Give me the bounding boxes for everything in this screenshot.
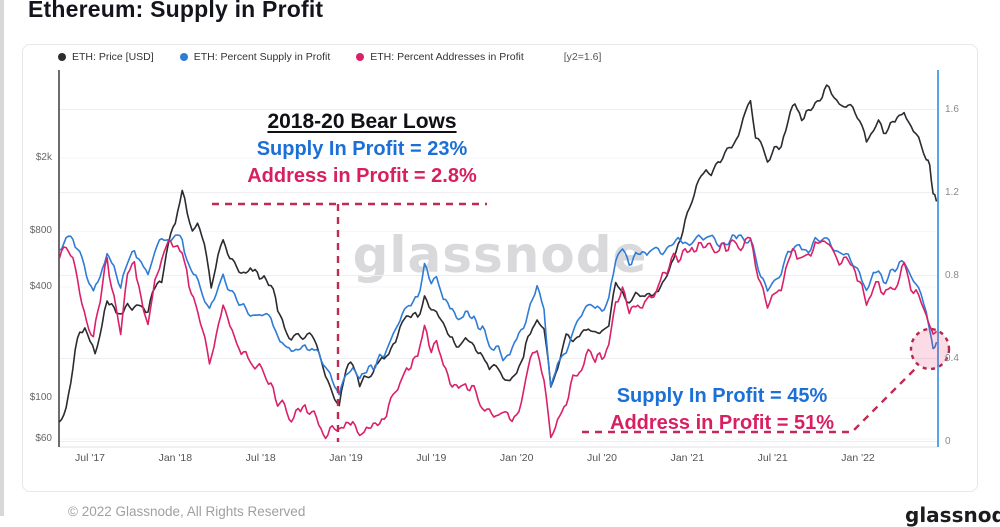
annotation-bear-lows-supply: Supply In Profit = 23% [256,138,468,160]
x-tick-3: Jan '19 [329,452,363,464]
x-tick-1: Jan '18 [158,452,193,464]
legend-dot [179,53,188,61]
annotation-bear-lows: 2018-20 Bear Lows Supply In Profit = 23%… [228,108,496,190]
legend-item-2[interactable]: ETH: Percent Addresses in Profit [356,51,524,63]
x-tick-9: Jan '22 [841,452,875,464]
legend-y2-note: [y2=1.6] [563,51,602,63]
glassnode-logo: glassnode [905,503,1000,527]
x-tick-6: Jul '20 [586,452,618,464]
page-title: Ethereum: Supply in Profit [28,0,324,22]
x-tick-8: Jul '21 [757,452,788,464]
copyright-text: © 2022 Glassnode, All Rights Reserved [68,504,306,519]
legend-dot [58,53,66,61]
left-edge-strip [0,0,4,516]
y-left-tick-$100: $100 [29,392,52,404]
y-right-tick-1.6: 1.6 [945,103,959,115]
x-tick-2: Jul '18 [245,452,276,464]
y-right-tick-0.4: 0.4 [945,352,959,364]
y-left-tick-$400: $400 [29,280,52,292]
chart-legend: ETH: Price [USD] ETH: Percent Supply in P… [58,51,601,63]
glassnode-watermark: glassnode [352,226,648,284]
annotation-current-address: Address in Profit = 51% [610,412,834,434]
annotation-bear-lows-address: Address in Profit = 2.8% [247,165,477,187]
annotation-bear-lows-title: 2018-20 Bear Lows [267,110,457,133]
legend-label: ETH: Percent Supply in Profit [193,51,331,63]
x-tick-4: Jul '19 [416,452,447,464]
y-right-tick-1.2: 1.2 [945,186,959,198]
chart-plot[interactable] [0,0,1000,516]
y-right-tick-0.8: 0.8 [945,269,959,281]
legend-label: ETH: Price [USD] [72,51,154,63]
legend-dot [356,53,365,61]
x-tick-5: Jan '20 [499,452,534,464]
y-right-tick-0: 0 [945,435,951,447]
legend-label: ETH: Percent Addresses in Profit [370,51,524,63]
y-left-tick-$2k: $2k [35,152,52,164]
x-tick-0: Jul '17 [74,452,106,464]
x-tick-7: Jan '21 [670,452,705,464]
annotation-current: Supply In Profit = 45% Address in Profit… [572,383,872,437]
y-left-tick-$60: $60 [35,433,52,444]
legend-item-1[interactable]: ETH: Percent Supply in Profit [179,51,331,63]
legend-item-0[interactable]: ETH: Price [USD] [58,51,154,63]
chart-card [22,44,978,492]
y-left-tick-$800: $800 [29,225,52,237]
annotation-current-supply: Supply In Profit = 45% [616,385,828,407]
